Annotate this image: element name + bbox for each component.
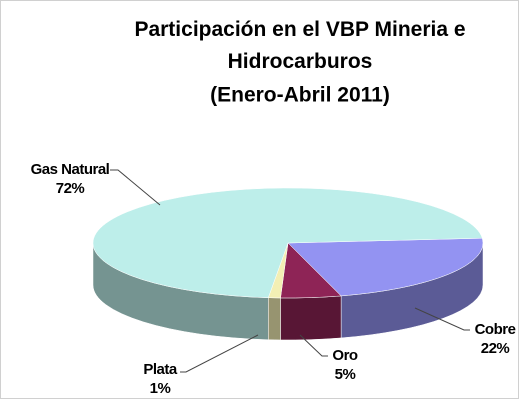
slice-label: Plata [143, 361, 178, 378]
chart-title: Participación en el VBP Mineria e Hidroca… [134, 18, 465, 73]
slice-side [268, 297, 281, 341]
slice [287, 237, 484, 297]
slice-side [280, 295, 342, 341]
slice-value-label: 72% [56, 180, 85, 197]
leader-line [299, 334, 328, 357]
slice [92, 187, 483, 298]
leader-line [180, 334, 259, 373]
slice-label: Oro [332, 347, 358, 364]
slice-value-label: 22% [481, 340, 510, 357]
chart-subtitle: (Enero-Abril 2011) [210, 84, 390, 107]
leader-line [414, 307, 470, 331]
slice-value-label: 1% [150, 380, 171, 397]
slice-value-label: 5% [335, 366, 356, 383]
leader-line [110, 169, 161, 206]
slice-label: Cobre [475, 321, 516, 338]
slice-label: Gas Natural [31, 161, 110, 178]
